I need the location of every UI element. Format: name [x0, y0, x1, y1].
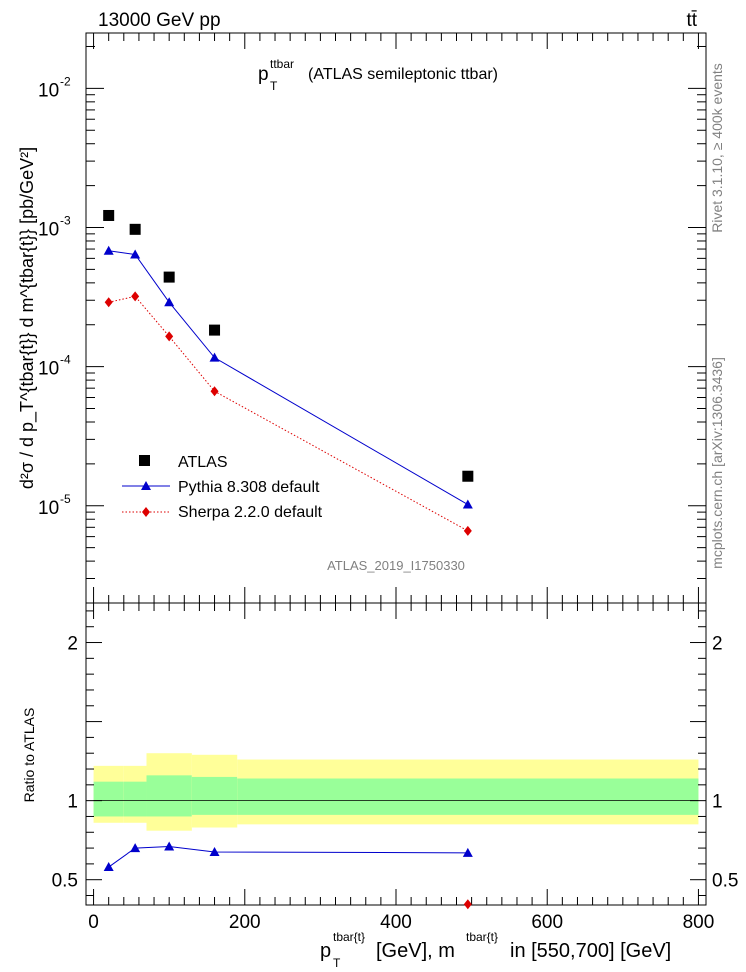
main-data-point [462, 499, 473, 509]
x-axis-label: p tbar{t} T [GeV], m tbar{t} in [550,700… [320, 930, 671, 970]
main-data-point [164, 297, 175, 307]
stat-uncertainty-band [123, 781, 147, 817]
ratio-y-tick-label-right: 2 [712, 634, 723, 655]
legend-atlas-marker [139, 455, 150, 466]
y-tick-label: 10 [38, 359, 59, 380]
ratio-y-tick-label-left: 0.5 [52, 871, 78, 892]
y-tick-label-exponent: -4 [60, 353, 71, 367]
ratio-bands [93, 753, 699, 831]
xlabel-p-subscript: T [333, 956, 341, 970]
y-tick-label-exponent: -2 [60, 74, 71, 88]
stat-uncertainty-band [146, 775, 192, 817]
rivet-version-label: Rivet 3.1.10, ≥ 400k events [709, 63, 725, 233]
title-rest: (ATLAS semileptonic ttbar) [308, 66, 498, 83]
stat-uncertainty-band [191, 776, 238, 815]
y-tick-label: 10 [38, 219, 59, 240]
x-tick-label: 200 [229, 912, 261, 933]
legend-sherpa-marker [142, 507, 150, 517]
xlabel-mid: [GeV], m [376, 940, 455, 962]
main-data-point [131, 291, 140, 302]
main-series-line [108, 295, 469, 532]
legend-sherpa-label: Sherpa 2.2.0 default [178, 504, 323, 521]
ratio-data-point [463, 899, 472, 910]
y-tick-label: 10 [38, 498, 59, 519]
x-tick-label: 400 [380, 912, 412, 933]
xlabel-p-superscript: tbar{t} [333, 930, 365, 944]
y-tick-label-exponent: -3 [60, 213, 71, 227]
xlabel-end: in [550,700] [GeV] [510, 940, 671, 962]
legend-pythia-label: Pythia 8.308 default [178, 479, 320, 496]
ratio-y-tick-label-left: 2 [67, 634, 78, 655]
ratio-data-point [130, 843, 141, 853]
main-data-point [165, 331, 174, 342]
main-data-point [210, 386, 219, 397]
main-data-point [130, 249, 141, 259]
source-label: mcplots.cern.ch [arXiv:1306.3436] [709, 357, 725, 569]
ratio-y-axis-label: Ratio to ATLAS [21, 708, 37, 803]
main-series-line [108, 250, 469, 505]
xlabel-m-superscript: tbar{t} [466, 930, 498, 944]
analysis-id-watermark: ATLAS_2019_I1750330 [327, 558, 465, 573]
main-data-point [463, 525, 472, 536]
ratio-series-line [108, 845, 468, 868]
main-data-point [462, 470, 474, 482]
legend-pythia-marker [141, 481, 151, 490]
title-subscript: T [270, 79, 278, 93]
series-markers [103, 209, 474, 910]
main-data-point [209, 352, 220, 362]
main-data-point [129, 223, 141, 235]
process-label: tt̄ [686, 10, 697, 31]
ratio-data-point [209, 847, 220, 857]
legend: ATLAS Pythia 8.308 default Sherpa 2.2.0 … [122, 454, 323, 521]
y-tick-label-exponent: -5 [60, 492, 71, 506]
main-y-axis-label: d²σ / d p_T^{tbar{t}} d m^{tbar{t}} [pb/… [17, 147, 38, 489]
ratio-data-point [462, 847, 473, 857]
stat-uncertainty-band [237, 778, 699, 815]
xlabel-p: p [320, 940, 331, 962]
stat-uncertainty-band [93, 781, 124, 817]
ratio-data-point [103, 862, 114, 872]
x-tick-label: 0 [88, 912, 99, 933]
title-superscript: ttbar [270, 57, 294, 71]
legend-atlas-label: ATLAS [178, 454, 228, 471]
main-data-point [209, 324, 221, 336]
plot-title: p ttbar T (ATLAS semileptonic ttbar) [258, 57, 498, 93]
x-tick-label: 800 [683, 912, 715, 933]
ratio-y-tick-label-right: 1 [712, 792, 723, 813]
title-p: p [258, 64, 269, 85]
ratio-data-point [164, 841, 175, 851]
energy-label: 13000 GeV pp [98, 10, 221, 31]
main-data-point [163, 271, 175, 283]
x-tick-label: 600 [531, 912, 563, 933]
main-data-point [103, 245, 114, 255]
ratio-y-tick-label-right: 0.5 [712, 871, 738, 892]
main-data-point [103, 209, 115, 221]
ratio-y-tick-label-left: 1 [67, 792, 78, 813]
y-tick-label: 10 [38, 80, 59, 101]
main-data-point [104, 297, 113, 308]
